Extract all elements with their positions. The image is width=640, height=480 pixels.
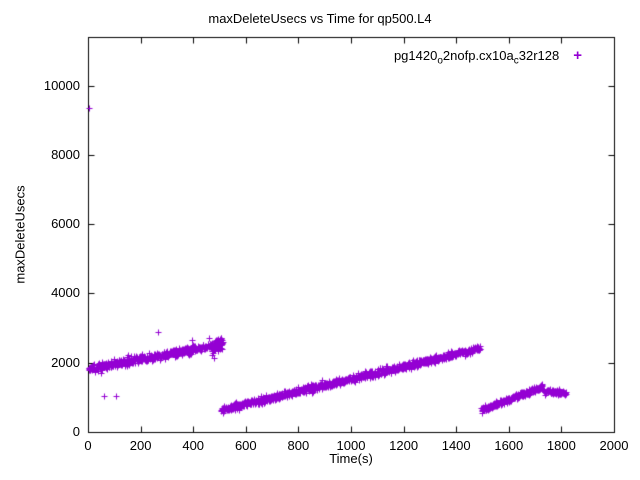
- y-tick-label: 10000: [43, 77, 80, 93]
- legend: pg1420o2nofp.cx10ac32r128 +: [0, 47, 582, 67]
- legend-marker-icon: +: [573, 47, 582, 64]
- x-tick-label: 1600: [494, 438, 524, 453]
- x-tick-label: 800: [287, 438, 310, 453]
- x-tick-label: 200: [129, 438, 152, 453]
- x-tick-label: 1800: [546, 438, 576, 453]
- legend-label-part: 2nofp.cx10a: [442, 48, 514, 63]
- y-tick-label: 8000: [51, 146, 80, 162]
- legend-label-part: o: [437, 55, 443, 67]
- legend-label-part: c: [513, 55, 519, 67]
- x-tick-label: 400: [182, 438, 205, 453]
- legend-label-part: pg1420: [393, 48, 438, 63]
- x-axis-label: Time(s): [329, 451, 373, 466]
- x-tick-label: 1400: [441, 438, 471, 453]
- x-tick-label: 2000: [599, 438, 629, 453]
- x-tick-label: 1000: [336, 438, 366, 453]
- legend-label-part: 32r128: [518, 48, 560, 63]
- y-tick-label: 4000: [51, 285, 80, 301]
- x-tick-label: 600: [234, 438, 257, 453]
- chart-title: maxDeleteUsecs vs Time for qp500.L4: [208, 11, 432, 26]
- x-tick-label: 0: [84, 438, 92, 453]
- y-tick-label: 0: [72, 424, 80, 439]
- legend-series-label: pg1420o2nofp.cx10ac32r128: [393, 48, 560, 67]
- y-tick-label: 6000: [51, 216, 80, 232]
- y-tick-label: 2000: [51, 354, 80, 370]
- x-tick-label: 1200: [389, 438, 419, 453]
